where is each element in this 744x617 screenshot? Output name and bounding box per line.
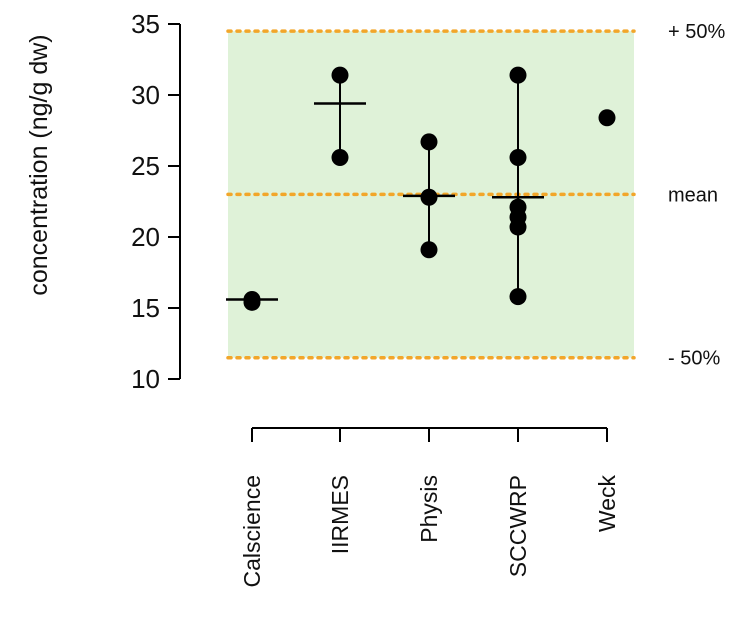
data-point-calscience: [243, 293, 261, 311]
reference-lines: + 50% mean - 50%: [226, 21, 725, 370]
x-axis: Calscience IIRMES Physis SCCWRP Weck: [239, 427, 620, 588]
y-axis: 10 15 20 25 30 35: [131, 9, 181, 394]
reference-label-upper: + 50%: [668, 21, 725, 43]
y-tick-label: 20: [131, 222, 160, 252]
data-point-physis: [420, 188, 438, 206]
data-point-weck: [598, 109, 616, 127]
data-point-physis: [420, 241, 438, 259]
reference-label-center: mean: [668, 184, 718, 206]
x-tick-label-sccwrp: SCCWRP: [505, 475, 531, 577]
reference-label-lower: - 50%: [668, 348, 720, 370]
data-points: [243, 66, 616, 311]
data-point-physis: [420, 133, 438, 151]
x-tick-label-iirmes: IIRMES: [327, 475, 353, 554]
data-point-iirmes: [331, 148, 349, 166]
data-point-sccwrp: [509, 66, 527, 84]
y-axis-label: concentration (ng/g dw): [25, 34, 53, 295]
y-tick-label: 15: [131, 293, 160, 323]
data-point-sccwrp: [509, 148, 527, 166]
x-tick-label-calscience: Calscience: [239, 475, 265, 588]
data-point-sccwrp: [509, 218, 527, 236]
y-tick-label: 35: [131, 9, 160, 39]
y-tick-label: 10: [131, 364, 160, 394]
x-tick-label-weck: Weck: [594, 475, 620, 533]
y-tick-label: 25: [131, 151, 160, 181]
x-tick-label-physis: Physis: [416, 475, 442, 543]
data-point-sccwrp: [509, 288, 527, 306]
y-tick-label: 30: [131, 80, 160, 110]
data-point-iirmes: [331, 66, 349, 84]
